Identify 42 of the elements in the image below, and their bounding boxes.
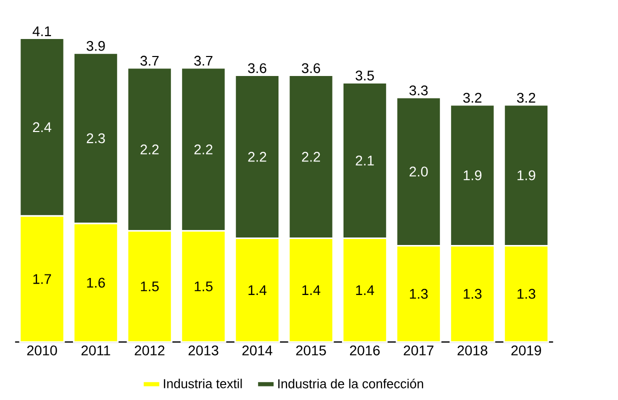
x-tick-label: 2017 <box>404 346 434 356</box>
total-label: 3.2 <box>463 92 482 103</box>
data-label: 1.9 <box>464 170 482 180</box>
x-tick-label: 2019 <box>511 346 542 356</box>
data-label: 1.9 <box>518 170 536 180</box>
data-label: 2.2 <box>140 144 159 154</box>
total-label: 3.7 <box>194 56 212 66</box>
data-label: 1.5 <box>194 282 213 292</box>
data-label: 1.3 <box>410 288 428 299</box>
total-label: 3.3 <box>409 85 428 96</box>
data-label: 2.4 <box>33 122 52 132</box>
x-tick-label: 2010 <box>27 346 57 356</box>
legend-label: Industria textil <box>164 378 242 388</box>
data-label: 1.7 <box>33 274 51 284</box>
x-tick-label: 2014 <box>242 346 272 356</box>
total-label: 3.7 <box>140 56 159 66</box>
x-tick-label: 2012 <box>134 346 164 356</box>
data-label: 1.4 <box>356 285 374 295</box>
total-label: 3.6 <box>302 63 320 74</box>
total-label: 4.1 <box>32 26 52 36</box>
data-label: 2.2 <box>302 152 320 162</box>
x-tick-label: 2013 <box>188 346 218 356</box>
data-label: 2.2 <box>194 144 212 154</box>
x-tick-label: 2015 <box>296 346 326 356</box>
data-label: 2.1 <box>356 156 374 166</box>
total-label: 3.9 <box>86 40 105 51</box>
data-label: 1.4 <box>248 285 266 295</box>
data-label: 1.4 <box>302 285 320 295</box>
data-label: 1.3 <box>464 288 482 299</box>
data-label: 1.6 <box>87 278 105 288</box>
data-label: 2.3 <box>86 133 105 144</box>
total-label: 3.2 <box>517 92 536 103</box>
total-label: 3.6 <box>248 63 266 74</box>
data-label: 1.3 <box>518 288 536 299</box>
data-label: 2.0 <box>410 166 428 177</box>
x-tick-label: 2018 <box>458 346 488 356</box>
data-label: 1.5 <box>140 282 159 292</box>
x-tick-label: 2011 <box>82 346 110 356</box>
total-label: 3.5 <box>356 70 374 81</box>
x-tick-label: 2016 <box>350 346 380 356</box>
data-label: 2.2 <box>248 152 266 162</box>
legend-label: Industria de la confección <box>278 378 424 388</box>
